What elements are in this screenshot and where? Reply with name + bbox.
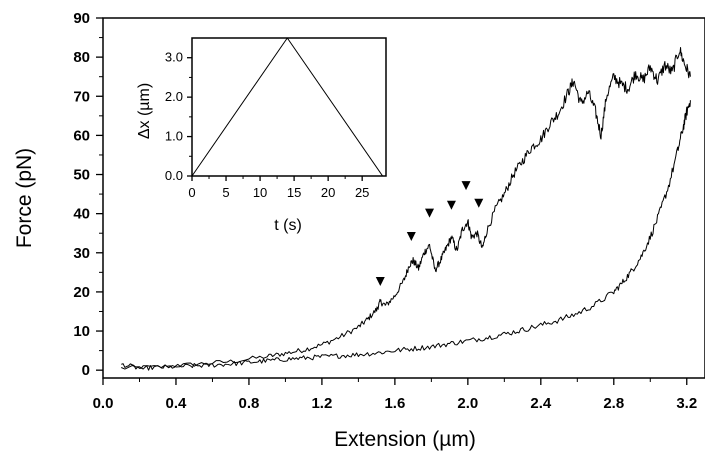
inset-series-group: [191, 37, 384, 177]
main-x-tick-label: 2.8: [603, 395, 624, 412]
main-annotations: [375, 181, 484, 287]
inset-x-tick-label: 25: [355, 185, 369, 200]
main-y-ticks: 0 10 20 30 40 50 60 70 80 90: [73, 10, 103, 379]
main-y-tick-label: 30: [73, 245, 90, 262]
inset-y-tick-label: 1.0: [165, 129, 183, 144]
main-y-tick-label: 90: [73, 10, 90, 27]
inset-y-ticks: 0.0 1.0 2.0 3.0: [165, 50, 192, 183]
inset-y-tick-label: 0.0: [165, 168, 183, 183]
main-chart: 0.0 0.4 0.8 1.2 1.6 2.0 2.4 2.8 3.2 010203040506…: [13, 10, 705, 451]
main-y-tick-label: 80: [73, 49, 90, 66]
inset-x-tick-label: 20: [321, 185, 335, 200]
main-x-tick-label: 0.4: [166, 395, 188, 412]
main-x-tick-label: 3.2: [676, 395, 697, 412]
main-x-axis-title: Extension (µm): [334, 428, 476, 451]
inset-chart: 0 5 10 15 20 25 0.0 1.0 2.0 3.0 t (s) Δx (µm): [136, 37, 387, 234]
inset-y-axis-title: Δx (µm): [136, 83, 153, 139]
main-arrowhead-marker: [461, 181, 471, 191]
main-y-tick-label: 60: [73, 127, 90, 144]
main-x-ticks: 0.0 0.4 0.8 1.2 1.6 2.0 2.4 2.8 3.2: [93, 378, 697, 412]
main-arrowhead-marker: [474, 198, 484, 208]
main-x-tick-label: 2.0: [457, 395, 478, 412]
inset-y-tick-label: 3.0: [165, 50, 183, 65]
main-y-tick-label: 50: [73, 167, 90, 184]
inset-x-tick-label: 5: [222, 185, 229, 200]
inset-y-tick-label: 2.0: [165, 89, 183, 104]
main-x-tick-label: 0.0: [93, 395, 114, 412]
inset-series-0-line: [191, 37, 384, 177]
main-arrowhead-marker: [425, 208, 435, 218]
main-x-tick-label: 2.4: [530, 395, 552, 412]
inset-x-tick-label: 0: [188, 185, 195, 200]
main-plot-frame: [102, 17, 705, 379]
inset-x-axis-title: t (s): [274, 217, 302, 234]
main-arrowhead-marker: [406, 232, 416, 242]
main-y-tick-label: 10: [73, 323, 90, 340]
main-x-tick-label: 1.2: [311, 395, 332, 412]
main-y-tick-label: 40: [73, 206, 90, 223]
main-y-tick-label: 0: [82, 362, 90, 379]
main-series-0-line: [121, 47, 691, 370]
main-y-tick-label: 20: [73, 284, 90, 301]
main-x-tick-label: 1.6: [384, 395, 405, 412]
inset-x-ticks: 0 5 10 15 20 25: [188, 176, 369, 200]
main-arrowhead-marker: [375, 277, 385, 287]
inset-x-tick-label: 15: [287, 185, 301, 200]
inset-x-tick-label: 10: [253, 185, 267, 200]
main-y-tick-label: 70: [73, 88, 90, 105]
main-y-axis-title: Force (pN): [13, 148, 36, 248]
main-arrowhead-marker: [446, 200, 456, 210]
main-x-tick-label: 0.8: [239, 395, 260, 412]
main-series-1-line: [121, 100, 691, 371]
main-series-group: [121, 47, 691, 371]
inset-plot-frame: [191, 37, 387, 177]
